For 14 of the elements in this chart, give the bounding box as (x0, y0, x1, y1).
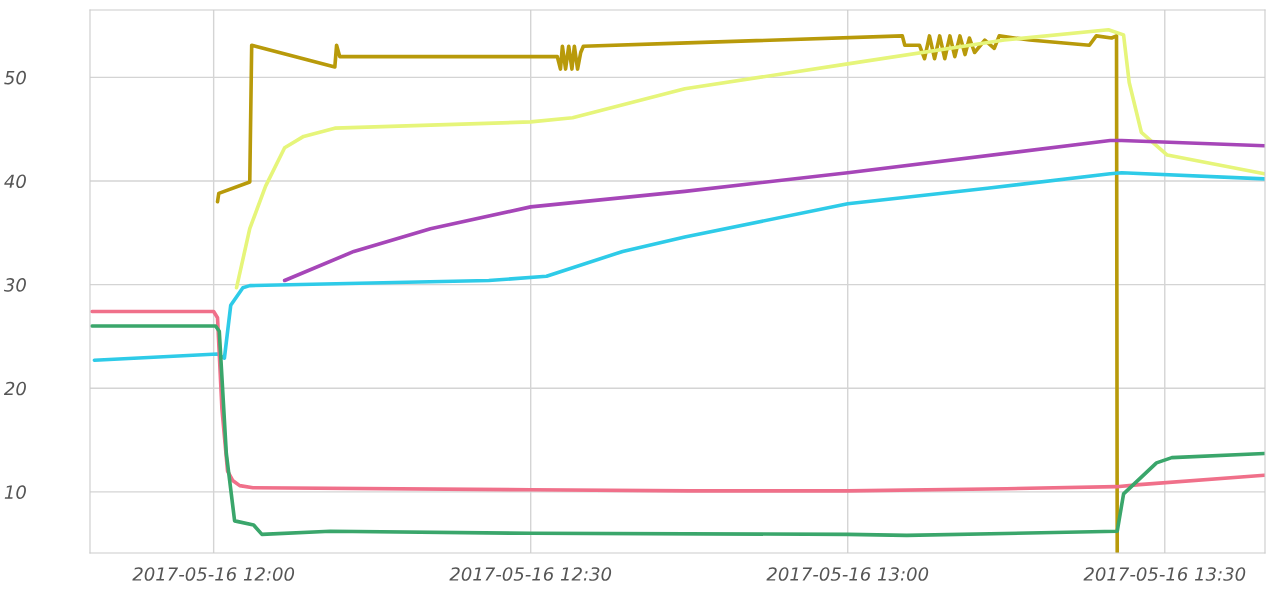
y-tick-label: 50 (4, 70, 26, 85)
line-series (215, 34, 1120, 553)
line-series (282, 138, 1265, 283)
line-series (90, 324, 1265, 538)
x-tick-label: 2017-05-16 13:30 (1083, 567, 1246, 581)
y-tick-label: 10 (4, 485, 26, 499)
y-tick-label: 20 (3, 381, 26, 396)
x-tick-label: 2017-05-16 12:30 (449, 567, 612, 581)
line-series (92, 170, 1265, 363)
x-tick-label: 2017-05-16 12:00 (132, 567, 295, 581)
y-tick-label: 40 (4, 174, 26, 189)
line-series (234, 27, 1265, 290)
x-tick-label: 2017-05-16 13:00 (766, 567, 929, 581)
y-tick-label: 30 (3, 278, 26, 292)
